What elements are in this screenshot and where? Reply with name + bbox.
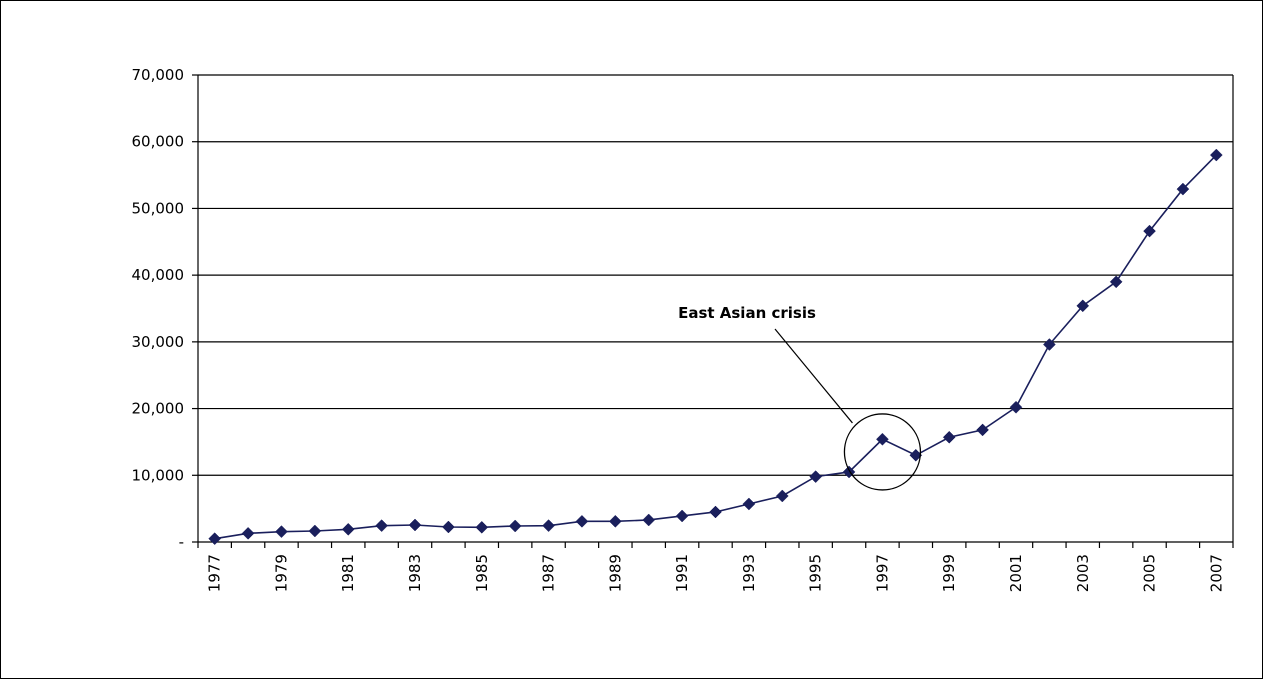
x-tick-label: 1997 (873, 554, 891, 592)
data-point (1043, 338, 1056, 351)
data-point (742, 497, 756, 511)
x-tick-label: 2003 (1074, 554, 1092, 592)
data-point (642, 513, 656, 527)
data-point (1209, 148, 1223, 162)
y-tick-label: 50,000 (132, 199, 185, 217)
data-point (608, 514, 622, 528)
x-tick-label: 2005 (1141, 554, 1159, 592)
x-tick-label: 1993 (740, 554, 758, 592)
data-point (275, 525, 288, 539)
data-point (976, 423, 989, 437)
y-tick-label: 40,000 (132, 266, 185, 284)
x-tick-label: 2007 (1207, 554, 1225, 592)
x-tick-label: 1983 (406, 554, 424, 592)
data-point (1109, 275, 1123, 289)
data-point (709, 505, 722, 519)
y-tick-label: - (179, 533, 184, 551)
series-line (214, 154, 1217, 540)
annotation-circle (843, 413, 922, 491)
annotation-label: East Asian crisis (678, 304, 816, 322)
data-point (542, 519, 555, 533)
y-tick-label: 10,000 (132, 466, 185, 484)
y-tick-label: 70,000 (132, 66, 185, 84)
x-tick-label: 1985 (473, 554, 491, 592)
x-tick-label: 1979 (272, 554, 290, 592)
x-tick-label: 1987 (540, 554, 558, 592)
data-point (475, 520, 489, 534)
x-tick-label: 1981 (339, 554, 357, 592)
data-point (508, 519, 522, 533)
data-point (208, 532, 222, 546)
data-point (675, 509, 689, 523)
data-point (1176, 182, 1190, 196)
data-point (241, 526, 255, 540)
x-tick-label: 1977 (206, 554, 224, 592)
x-tick-label: 2001 (1007, 554, 1025, 592)
data-point (1076, 299, 1090, 313)
data-point (775, 489, 789, 503)
data-point (1143, 224, 1156, 238)
data-point (1009, 400, 1023, 414)
data-point (375, 519, 388, 533)
x-tick-label: 1991 (673, 554, 691, 592)
x-tick-label: 1989 (606, 554, 624, 592)
annotation-leader-line (774, 328, 853, 424)
y-tick-label: 30,000 (132, 333, 185, 351)
y-tick-label: 60,000 (132, 133, 185, 151)
data-point (809, 470, 823, 483)
x-tick-label: 1999 (940, 554, 958, 592)
data-point (876, 432, 889, 446)
data-point (942, 430, 956, 444)
data-point (442, 520, 455, 534)
data-point (341, 522, 355, 536)
y-tick-label: 20,000 (132, 400, 185, 418)
data-point (408, 518, 422, 532)
data-point (575, 514, 589, 528)
data-point (308, 524, 322, 538)
x-tick-label: 1995 (807, 554, 825, 592)
